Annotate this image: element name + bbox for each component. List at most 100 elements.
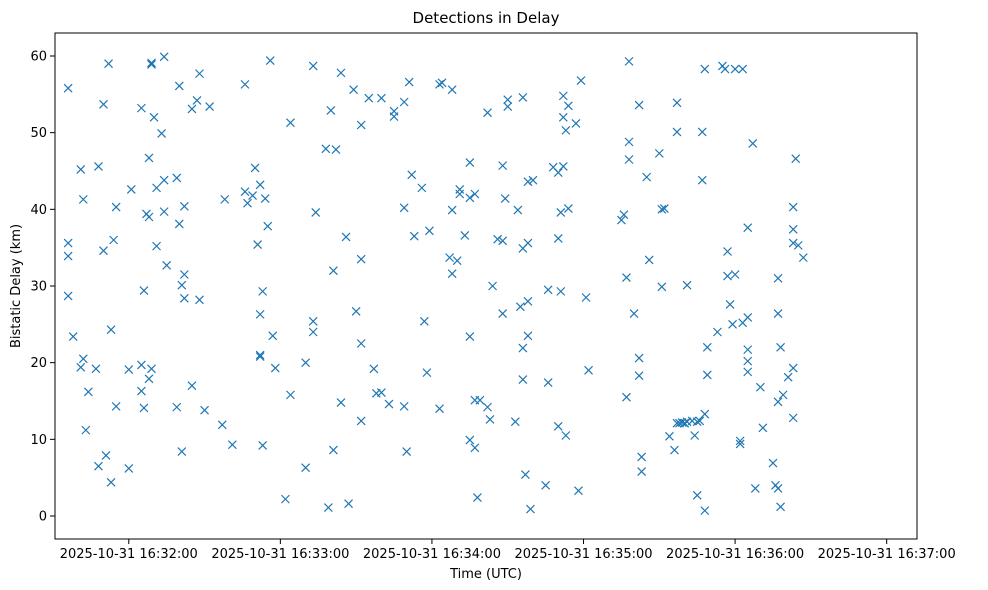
data-point xyxy=(654,148,664,158)
data-point xyxy=(205,102,215,112)
data-point xyxy=(637,467,647,476)
data-point xyxy=(700,64,710,74)
data-point xyxy=(268,331,278,341)
data-point xyxy=(435,79,444,89)
data-point xyxy=(192,96,202,105)
data-point xyxy=(475,395,485,405)
data-point xyxy=(773,483,783,493)
data-point xyxy=(616,215,626,225)
y-axis-label: Bistatic Delay (km) xyxy=(9,224,24,348)
data-point xyxy=(174,81,184,91)
data-point xyxy=(624,137,634,147)
data-point xyxy=(798,253,808,263)
data-point xyxy=(177,280,187,290)
data-point xyxy=(63,83,73,93)
data-point xyxy=(240,79,250,89)
data-point xyxy=(725,299,735,309)
scatter-series xyxy=(63,52,808,516)
data-point xyxy=(743,313,753,322)
data-point xyxy=(124,464,134,473)
data-point xyxy=(730,64,740,74)
data-point xyxy=(581,293,591,302)
data-point xyxy=(690,431,700,440)
data-point xyxy=(776,502,786,512)
data-point xyxy=(159,175,169,185)
data-point xyxy=(308,327,318,337)
data-point xyxy=(672,98,682,108)
data-point xyxy=(768,458,778,468)
data-point xyxy=(518,375,528,384)
data-point xyxy=(351,306,361,316)
data-point xyxy=(791,154,801,164)
data-point xyxy=(518,343,528,353)
data-point xyxy=(738,64,748,74)
data-point xyxy=(558,91,568,101)
data-point xyxy=(470,443,480,453)
plot-frame xyxy=(54,32,918,540)
data-point xyxy=(384,399,394,409)
data-point xyxy=(470,189,480,199)
data-point xyxy=(172,402,182,412)
data-point xyxy=(356,254,366,264)
data-point xyxy=(748,138,758,148)
data-point xyxy=(657,204,667,214)
data-point xyxy=(147,58,156,68)
data-point xyxy=(561,125,571,135)
data-point xyxy=(258,441,268,450)
data-point xyxy=(99,99,108,109)
data-point xyxy=(543,285,553,295)
data-point xyxy=(702,370,712,380)
data-point xyxy=(76,362,86,372)
data-point xyxy=(419,316,429,326)
data-point xyxy=(700,409,710,419)
data-point xyxy=(422,368,432,378)
data-point xyxy=(783,372,793,382)
data-point xyxy=(152,241,161,251)
data-point xyxy=(177,447,187,457)
x-tick-label: 2025-10-31 16:33:00 xyxy=(211,547,349,562)
data-point xyxy=(735,436,745,446)
data-point xyxy=(483,402,492,412)
data-point xyxy=(243,198,252,208)
data-point xyxy=(255,180,265,190)
data-point xyxy=(788,224,798,234)
data-point xyxy=(670,445,679,455)
data-point xyxy=(99,246,108,256)
data-point xyxy=(523,331,533,341)
y-tick-label: 50 xyxy=(30,126,47,141)
data-point xyxy=(520,470,530,480)
data-point xyxy=(750,483,760,493)
data-point xyxy=(702,342,712,352)
data-point xyxy=(149,112,159,122)
data-point xyxy=(81,425,91,435)
data-point xyxy=(280,494,290,504)
data-point xyxy=(321,144,331,154)
data-point xyxy=(250,163,260,173)
data-point xyxy=(111,202,121,212)
data-point xyxy=(364,93,374,103)
data-point xyxy=(576,76,586,85)
data-point xyxy=(743,223,753,233)
data-point xyxy=(255,350,265,360)
y-tick-label: 40 xyxy=(30,203,47,218)
data-point xyxy=(773,397,783,407)
data-point xyxy=(152,183,161,193)
data-point xyxy=(460,230,470,240)
data-point xyxy=(187,381,197,391)
data-point xyxy=(528,175,538,185)
data-point xyxy=(788,202,798,212)
data-point xyxy=(83,387,93,397)
data-point xyxy=(323,503,333,512)
data-point xyxy=(561,431,571,440)
data-point xyxy=(356,416,366,426)
data-point xyxy=(778,390,788,400)
data-point xyxy=(78,354,88,364)
data-point xyxy=(68,332,78,342)
data-point xyxy=(642,172,652,182)
data-point xyxy=(159,52,169,62)
data-point xyxy=(541,480,551,490)
data-point xyxy=(159,207,169,217)
y-tick-label: 20 xyxy=(30,356,47,371)
data-point xyxy=(94,161,103,171)
